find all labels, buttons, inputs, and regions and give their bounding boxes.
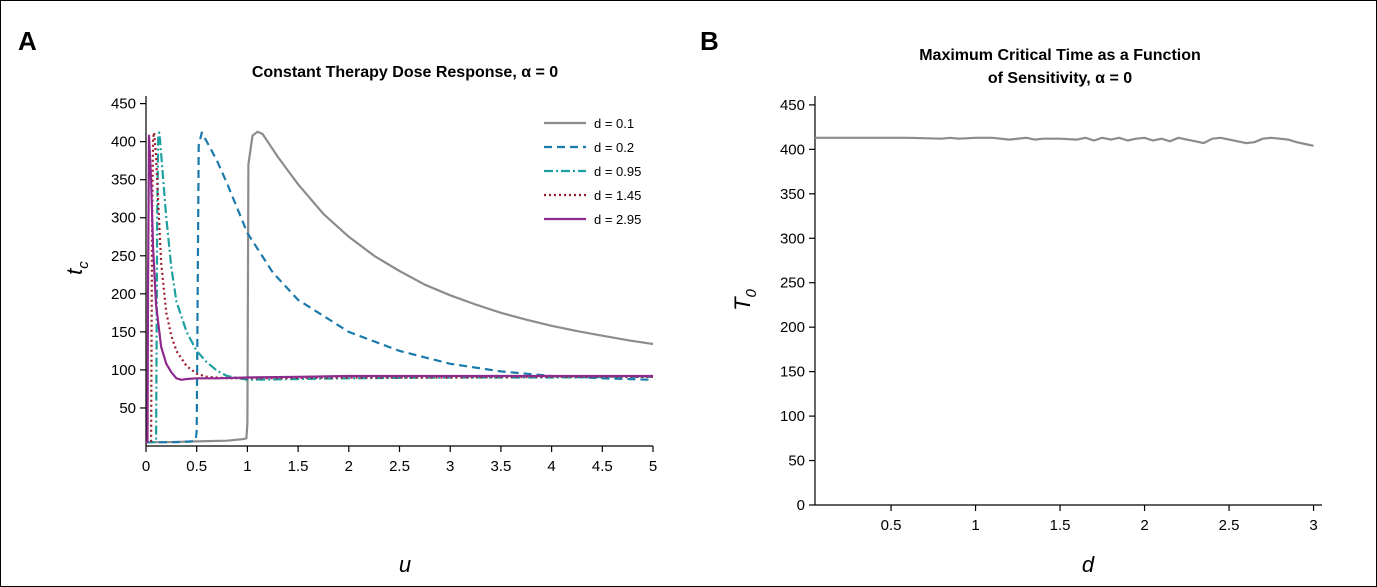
panel-a-label: A [18, 26, 37, 56]
panel-a-y-tick-label: 250 [111, 248, 136, 265]
panel-b: B Maximum Critical Time as a Function of… [700, 26, 1322, 577]
panel-b-y-tick-label: 350 [780, 186, 805, 203]
panel-b-y-tick-label: 400 [780, 141, 805, 158]
panel-a-y-label: tc [62, 261, 92, 275]
panel-b-x-tick-label: 3 [1309, 517, 1317, 534]
panel-b-y-tick-label: 300 [780, 230, 805, 247]
panel-a-y-label-base: t [62, 268, 87, 275]
panel-a-series-line-1 [146, 130, 654, 444]
panel-a-y-tick-label: 400 [111, 134, 136, 151]
panel-a-x-tick-label: 5 [649, 458, 657, 475]
panel-a-y-tick-label: 50 [119, 400, 136, 417]
panel-b-y-label: T0 [730, 288, 760, 310]
panel-a-series-line-5 [146, 134, 653, 444]
panel-b-x-label: d [1082, 552, 1095, 577]
panel-a-legend: d = 0.1 d = 0.2 d = 0.95 d = 1.45 d = 2.95 [544, 116, 641, 227]
panel-a-title: Constant Therapy Dose Response, α = 0 [252, 64, 558, 81]
panel-a-y-tick-label: 200 [111, 286, 136, 303]
panel-b-title-line2: of Sensitivity, α = 0 [988, 70, 1132, 87]
panel-b-x-ticks: 0.5 1 1.5 2 2.5 3 [881, 505, 1318, 534]
legend-entry: d = 0.95 [594, 164, 641, 179]
panel-b-x-tick-label: 0.5 [881, 517, 902, 534]
panel-b-series-lines [815, 136, 1314, 147]
legend-entry: d = 0.1 [594, 116, 634, 131]
panel-a-y-tick-label: 450 [111, 96, 136, 113]
panel-a-x-tick-label: 2.5 [389, 458, 410, 475]
panel-b-x-tick-label: 1.5 [1050, 517, 1071, 534]
panel-a-x-tick-label: 4 [547, 458, 555, 475]
panel-b-x-tick-label: 2.5 [1219, 517, 1240, 534]
panel-b-y-tick-label: 250 [780, 275, 805, 292]
panel-a-x-tick-label: 0 [142, 458, 150, 475]
panel-b-y-tick-label: 450 [780, 97, 805, 114]
panel-a-x-tick-label: 3.5 [490, 458, 511, 475]
panel-a-series-line-3 [146, 131, 654, 444]
panel-a-series-lines [146, 130, 654, 444]
panel-b-x-tick-label: 1 [971, 517, 979, 534]
panel-a-x-label: u [399, 552, 411, 577]
panel-a-y-label-sub: c [75, 261, 92, 269]
legend-entry: d = 2.95 [594, 212, 641, 227]
panel-a-y-tick-label: 350 [111, 172, 136, 189]
panel-a-x-tick-label: 0.5 [186, 458, 207, 475]
panel-b-series-line-1 [815, 136, 1314, 147]
panel-b-y-label-base: T [730, 296, 755, 311]
panel-a-x-tick-label: 3 [446, 458, 454, 475]
panel-b-y-tick-label: 100 [780, 408, 805, 425]
panel-a-x-ticks: 0 0.5 1 1.5 2 2.5 3 3.5 4 4.5 5 [142, 446, 657, 475]
panel-a-x-tick-label: 1 [243, 458, 251, 475]
panel-a-x-tick-label: 2 [345, 458, 353, 475]
panel-b-y-tick-label: 150 [780, 364, 805, 381]
panel-a-series-line-4 [146, 131, 653, 444]
panel-a-y-tick-label: 300 [111, 210, 136, 227]
panel-a: A Constant Therapy Dose Response, α = 0 … [18, 26, 657, 577]
panel-b-label: B [700, 26, 719, 56]
panel-b-x-tick-label: 2 [1140, 517, 1148, 534]
legend-entry: d = 1.45 [594, 188, 641, 203]
legend-entry: d = 0.2 [594, 140, 634, 155]
panel-b-y-tick-label: 200 [780, 319, 805, 336]
panel-a-y-tick-label: 100 [111, 362, 136, 379]
panel-b-title-line1: Maximum Critical Time as a Function [919, 47, 1201, 64]
panel-a-series-line-2 [146, 131, 654, 444]
panel-b-y-ticks: 0 50 100 150 200 250 300 350 400 450 [780, 97, 815, 514]
panel-a-x-tick-label: 4.5 [592, 458, 613, 475]
panel-b-y-label-sub: 0 [743, 288, 760, 297]
panel-a-x-tick-label: 1.5 [288, 458, 309, 475]
panel-b-y-tick-label: 0 [797, 497, 805, 514]
panel-a-y-ticks: 50 100 150 200 250 300 350 400 450 [111, 96, 146, 417]
panel-b-y-tick-label: 50 [788, 453, 805, 470]
panel-a-y-tick-label: 150 [111, 324, 136, 341]
